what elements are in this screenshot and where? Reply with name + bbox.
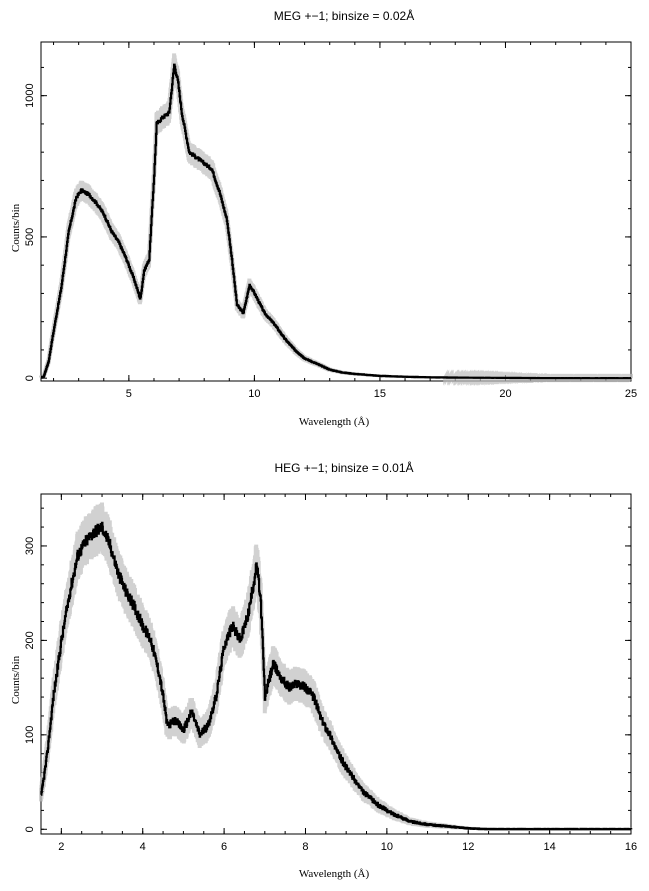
heg-xtick-label: 4 [140, 841, 146, 853]
meg-xticks: 5 10 15 20 25 [53, 42, 637, 400]
meg-ytick-label: 1000 [24, 83, 36, 107]
heg-xtick-label: 12 [462, 841, 474, 853]
meg-y-axis-label: Counts/bin [10, 203, 22, 252]
heg-xtick-label: 2 [58, 841, 64, 853]
heg-x-axis-label: Wavelength (Å) [299, 868, 370, 880]
meg-title: MEG +−1; binsize = 0.02Å [274, 8, 414, 23]
heg-xtick-label: 6 [221, 841, 227, 853]
heg-title: HEG +−1; binsize = 0.01Å [274, 460, 413, 475]
meg-yticks: 0 500 1000 [24, 66, 631, 381]
heg-xtick-label: 8 [302, 841, 308, 853]
heg-ytick-label: 200 [24, 631, 36, 649]
meg-x-axis-label: Wavelength (Å) [299, 416, 370, 428]
meg-xtick-label: 20 [499, 388, 511, 400]
meg-panel: MEG +−1; binsize = 0.02Å 5 10 15 20 25 0 500 1… [10, 8, 637, 428]
heg-yticks: 0 100 200 300 [24, 507, 631, 832]
meg-xtick-label: 10 [248, 388, 260, 400]
heg-panel: HEG +−1; binsize = 0.01Å 2 4 6 8 10 12 14 16 0 1… [10, 460, 637, 880]
meg-plot-frame [40, 41, 632, 382]
heg-xticks: 2 4 6 8 10 12 14 16 [40, 494, 637, 853]
meg-error-band [39, 53, 633, 386]
heg-ytick-label: 300 [24, 537, 36, 555]
heg-spectrum-line [40, 521, 633, 831]
heg-xtick-label: 10 [381, 841, 393, 853]
meg-ytick-label: 0 [24, 375, 36, 381]
meg-xtick-label: 25 [625, 388, 637, 400]
heg-error-band [39, 502, 633, 831]
meg-xtick-label: 5 [126, 388, 132, 400]
meg-ytick-label: 500 [24, 228, 36, 246]
heg-xtick-label: 16 [625, 841, 637, 853]
meg-xtick-label: 15 [374, 388, 386, 400]
heg-plot-frame [40, 493, 632, 835]
heg-ytick-label: 100 [24, 726, 36, 744]
heg-ytick-label: 0 [24, 826, 36, 832]
heg-xtick-label: 14 [543, 841, 555, 853]
meg-spectrum-line [40, 63, 632, 380]
heg-y-axis-label: Counts/bin [10, 655, 22, 704]
